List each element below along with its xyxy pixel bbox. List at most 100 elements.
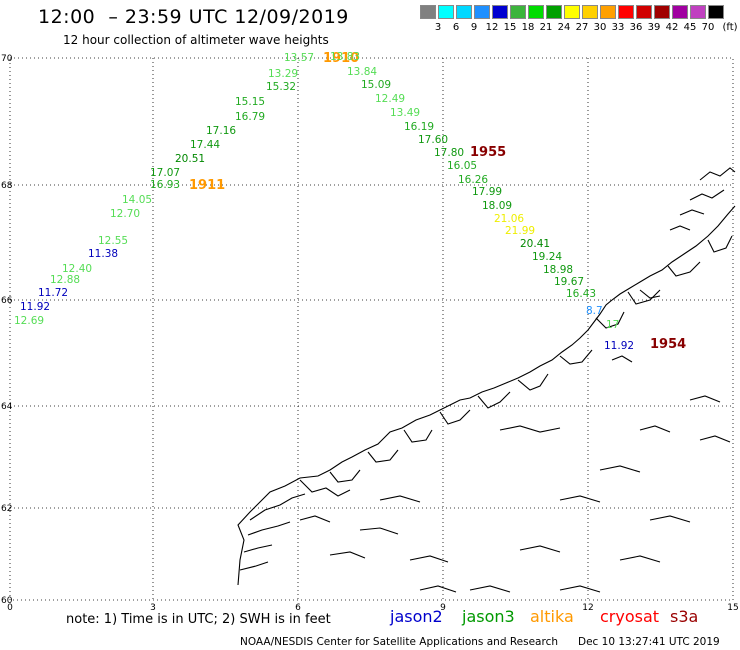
track-1911: 1911 xyxy=(189,178,225,193)
legend-swatch xyxy=(546,5,562,19)
legend-label: 42 xyxy=(665,22,679,33)
coastline-segment xyxy=(469,585,511,593)
swh-value-label: 17.07 xyxy=(150,167,180,179)
x-tick-label: 12 xyxy=(582,603,593,613)
coastline-segment xyxy=(237,205,736,586)
swh-value-label: 11.92 xyxy=(20,301,50,313)
legend-label: 33 xyxy=(611,22,625,33)
coastline-segment xyxy=(379,495,421,503)
coastline-segment xyxy=(667,261,701,277)
x-tick-label: 15 xyxy=(727,603,738,613)
coastline-segment xyxy=(519,545,561,553)
x-tick-label: 3 xyxy=(150,603,156,613)
legend-swatch xyxy=(708,5,724,19)
coastline-segment xyxy=(517,373,549,391)
x-tick-label: 6 xyxy=(295,603,301,613)
track-time-label: 1910 xyxy=(323,51,359,66)
swh-value-label: 16.93 xyxy=(150,179,180,191)
legend-label: 27 xyxy=(575,22,589,33)
y-tick-label: 64 xyxy=(1,402,13,412)
legend-label: 18 xyxy=(521,22,535,33)
swh-value-label: 16.19 xyxy=(404,121,434,133)
axis-ticks: 0 3 6 9 12 15 60 62 64 66 68 70 xyxy=(1,54,739,613)
coastline-segment xyxy=(477,391,511,409)
legend-swatch xyxy=(510,5,526,19)
coastline-segment xyxy=(639,289,661,299)
y-tick-label: 66 xyxy=(1,296,13,306)
coastline-segment xyxy=(403,429,433,443)
swh-value-label: 19.24 xyxy=(532,251,562,263)
coastline-segment xyxy=(559,349,593,365)
swh-value-label: 11.72 xyxy=(38,287,68,299)
coastline-segment xyxy=(669,225,691,231)
coastline-segment xyxy=(689,395,721,403)
swh-value-label: 11.38 xyxy=(88,248,118,260)
coastline-segment xyxy=(329,469,361,483)
x-tick-label: 0 xyxy=(7,603,13,613)
swh-value-label: 8.7 xyxy=(586,305,603,317)
swh-value-label: 18.09 xyxy=(482,200,512,212)
coastline-segment xyxy=(243,544,273,553)
legend-label: 21 xyxy=(539,22,553,33)
map-subtitle: 12 hour collection of altimeter wave hei… xyxy=(63,33,329,47)
coastline-segment xyxy=(239,561,269,571)
coastline-segment xyxy=(619,555,661,563)
coastline-segment xyxy=(699,167,736,181)
coastline-segment xyxy=(649,515,691,523)
coastline-segment xyxy=(559,585,601,593)
swh-value-label: 12.70 xyxy=(110,208,140,220)
coastline-segment xyxy=(439,409,471,425)
track-1955: 195513.8313.8415.0912.4913.4916.1917.601… xyxy=(330,51,596,300)
satellite-name-cryosat: cryosat xyxy=(600,607,660,626)
swh-value-label: 12.69 xyxy=(14,315,44,327)
legend-swatch xyxy=(528,5,544,19)
swh-value-label: 13.29 xyxy=(268,68,298,80)
swh-value-label: 20.51 xyxy=(175,153,205,165)
swh-value-label: 18.98 xyxy=(543,264,573,276)
legend-label: 45 xyxy=(683,22,697,33)
map-grid xyxy=(9,57,734,601)
legend-label: 9 xyxy=(470,22,478,33)
legend-swatch xyxy=(636,5,652,19)
swh-value-label: 13.49 xyxy=(390,107,420,119)
track-time-label: 1954 xyxy=(650,337,686,352)
coastline-segment xyxy=(595,311,625,329)
legend-label: 3 xyxy=(434,22,442,33)
coastline-segment xyxy=(419,585,457,593)
legend-swatch xyxy=(672,5,688,19)
swh-value-label: 16.26 xyxy=(458,174,488,186)
swh-value-label: 12.49 xyxy=(375,93,405,105)
coastline-segment xyxy=(699,435,731,443)
legend-label: 30 xyxy=(593,22,607,33)
legend-label: 39 xyxy=(647,22,661,33)
legend-swatch xyxy=(582,5,598,19)
swh-value-label: 20.41 xyxy=(520,238,550,250)
x-tick-label: 9 xyxy=(440,603,446,613)
coastline-segment xyxy=(639,425,671,433)
coastline-segment xyxy=(689,189,725,201)
legend-swatch xyxy=(492,5,508,19)
coastline-segment xyxy=(599,465,641,473)
swh-value-label: 15.32 xyxy=(266,81,296,93)
swh-value-label: 15.15 xyxy=(235,96,265,108)
coastline-segment xyxy=(679,209,705,216)
legend-swatch xyxy=(654,5,670,19)
satellite-name-altika: altika xyxy=(530,607,574,626)
coastline-segment xyxy=(359,527,399,535)
swh-value-label: 11.92 xyxy=(604,340,634,352)
legend-label: 15 xyxy=(503,22,517,33)
coastline-segment xyxy=(247,521,291,536)
track-time-label: 1911 xyxy=(189,178,225,193)
legend-swatch xyxy=(690,5,706,19)
swh-value-label: 21.99 xyxy=(505,225,535,237)
swh-value-label: 12.40 xyxy=(62,263,92,275)
generation-timestamp: Dec 10 13:27:41 UTC 2019 xyxy=(578,636,720,648)
swh-value-label: 17.16 xyxy=(206,125,236,137)
legend-swatch xyxy=(564,5,580,19)
credit-line: NOAA/NESDIS Center for Satellite Applica… xyxy=(240,636,558,648)
coastline-segment xyxy=(329,551,366,559)
coastline-segment xyxy=(299,479,351,497)
swh-value-label: 16.05 xyxy=(447,160,477,172)
